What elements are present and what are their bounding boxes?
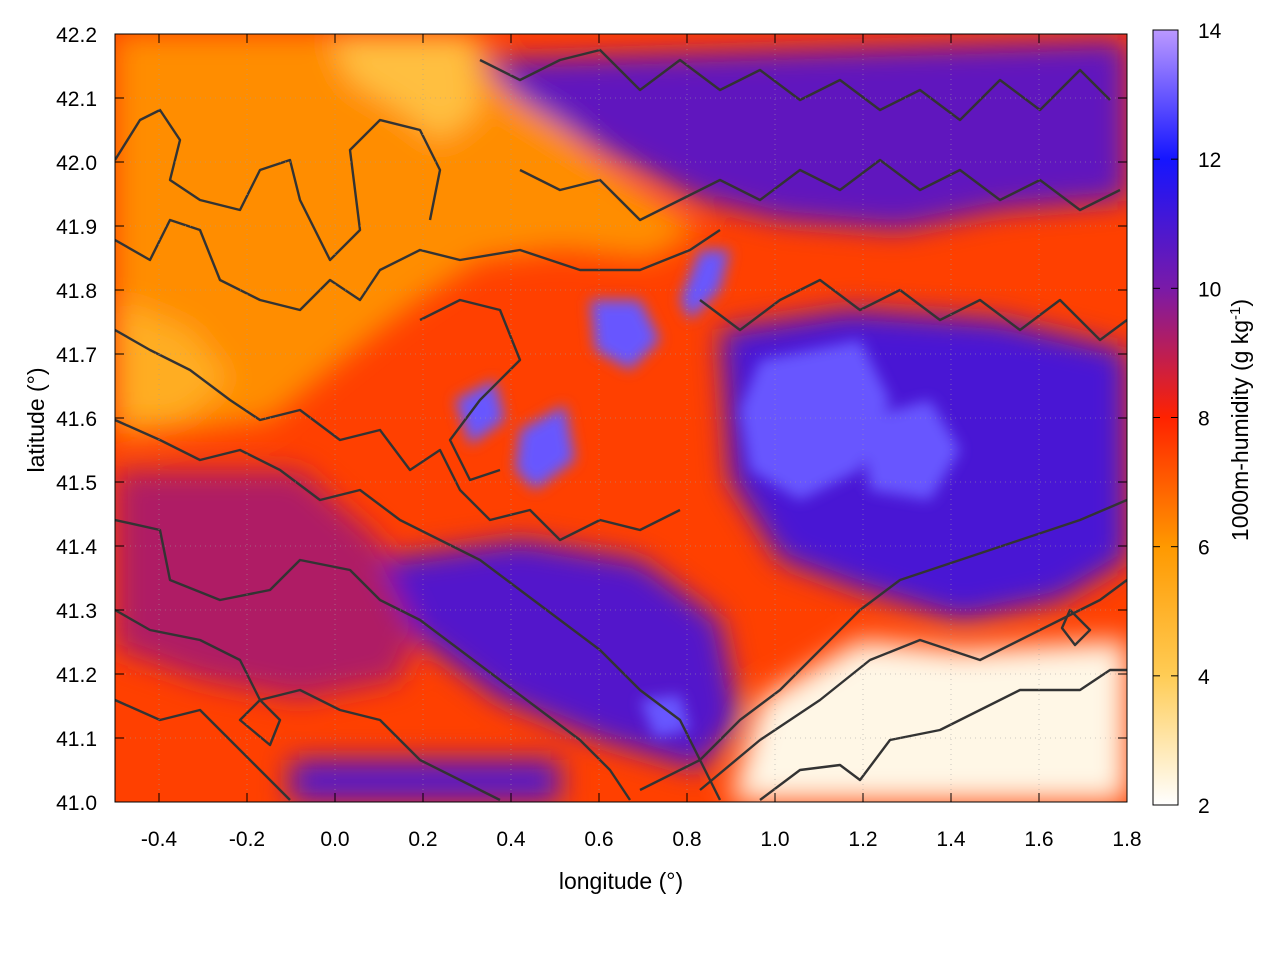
contour-line <box>519 158 1121 222</box>
x-tick-label: 0.2 <box>408 828 437 851</box>
y-tick-label: 42.0 <box>56 152 97 175</box>
contour-line <box>699 278 1127 342</box>
y-tick-label: 41.5 <box>56 472 97 495</box>
x-tick-label: 1.4 <box>936 828 966 851</box>
x-tick-label: -0.4 <box>141 828 178 851</box>
contour-lines <box>115 48 1127 802</box>
contour-line <box>1060 608 1092 647</box>
field-maxima-5 <box>515 405 575 490</box>
colorbar-tick-label: 2 <box>1198 795 1210 818</box>
x-tick-label: 0.4 <box>496 828 526 851</box>
field-north-dry <box>330 34 480 140</box>
y-tick-label: 41.8 <box>56 280 97 303</box>
colorbar-ticks: 2 4 6 8 10 12 14 <box>1153 20 1222 818</box>
x-tick-label: 0.8 <box>672 828 701 851</box>
colorbar-tick-label: 10 <box>1198 278 1221 301</box>
x-tick-label: 1.2 <box>848 828 877 851</box>
contour-line <box>115 328 681 542</box>
y-tick-label: 41.7 <box>56 344 97 367</box>
y-tick-label: 42.2 <box>56 24 97 47</box>
field-maxima-6 <box>860 400 960 500</box>
colorbar: 2 4 6 8 10 12 14 1000m-humidity (g kg-1) <box>1152 20 1254 818</box>
contour-line <box>479 48 1111 122</box>
x-tick-label: 0.0 <box>320 828 349 851</box>
y-tick-label: 41.1 <box>56 728 97 751</box>
x-tick-label: 1.0 <box>760 828 789 851</box>
y-tick-label: 41.4 <box>56 536 97 559</box>
x-tick-label: 1.6 <box>1024 828 1053 851</box>
x-axis-title: longitude (°) <box>559 868 683 894</box>
field-maxima-4 <box>455 380 505 445</box>
x-tick-label: 1.8 <box>1112 828 1141 851</box>
y-tick-label: 41.2 <box>56 664 97 687</box>
colorbar-tick-label: 8 <box>1198 408 1210 431</box>
colorbar-tick-label: 14 <box>1198 20 1222 43</box>
x-axis-ticks: -0.4 -0.2 0.0 0.2 0.4 0.6 0.8 1.0 1.2 1.4 1.6 1.8 <box>141 34 1142 851</box>
colorbar-tick-label: 6 <box>1198 537 1210 560</box>
y-tick-label: 41.6 <box>56 408 97 431</box>
y-tick-label: 41.9 <box>56 216 97 239</box>
y-tick-label: 41.0 <box>56 792 97 815</box>
y-tick-label: 41.3 <box>56 600 97 623</box>
contour-line <box>115 608 501 802</box>
contour-line <box>238 698 282 747</box>
field-northwest-orange <box>115 34 700 440</box>
contour-line <box>115 218 721 312</box>
field-maxima-2 <box>590 300 660 370</box>
x-tick-label: -0.2 <box>229 828 265 851</box>
field-maxima-1 <box>740 340 890 500</box>
contour-line <box>759 668 1127 801</box>
field-maxima-7 <box>640 695 690 738</box>
field-southeast-dry <box>730 640 1127 802</box>
contour-line <box>115 518 631 801</box>
field-maxima-3 <box>680 250 730 320</box>
colorbar-tick-label: 4 <box>1198 666 1210 689</box>
contour-line <box>419 298 522 482</box>
colorbar-tick-label: 12 <box>1198 149 1221 172</box>
field-southwest-purple <box>115 470 420 700</box>
field-south-strip <box>290 760 560 802</box>
contour-line <box>115 698 291 801</box>
colorbar-title: 1000m-humidity (g kg-1) <box>1227 299 1254 541</box>
y-axis-title: latitude (°) <box>23 367 49 472</box>
contour-line <box>115 108 442 262</box>
y-axis-ticks: 41.0 41.1 41.2 41.3 41.4 41.5 41.6 41.7 41.8 41.9… <box>56 24 1127 815</box>
y-tick-label: 42.1 <box>56 88 97 111</box>
contour-line <box>115 418 722 801</box>
x-tick-label: 0.6 <box>584 828 613 851</box>
